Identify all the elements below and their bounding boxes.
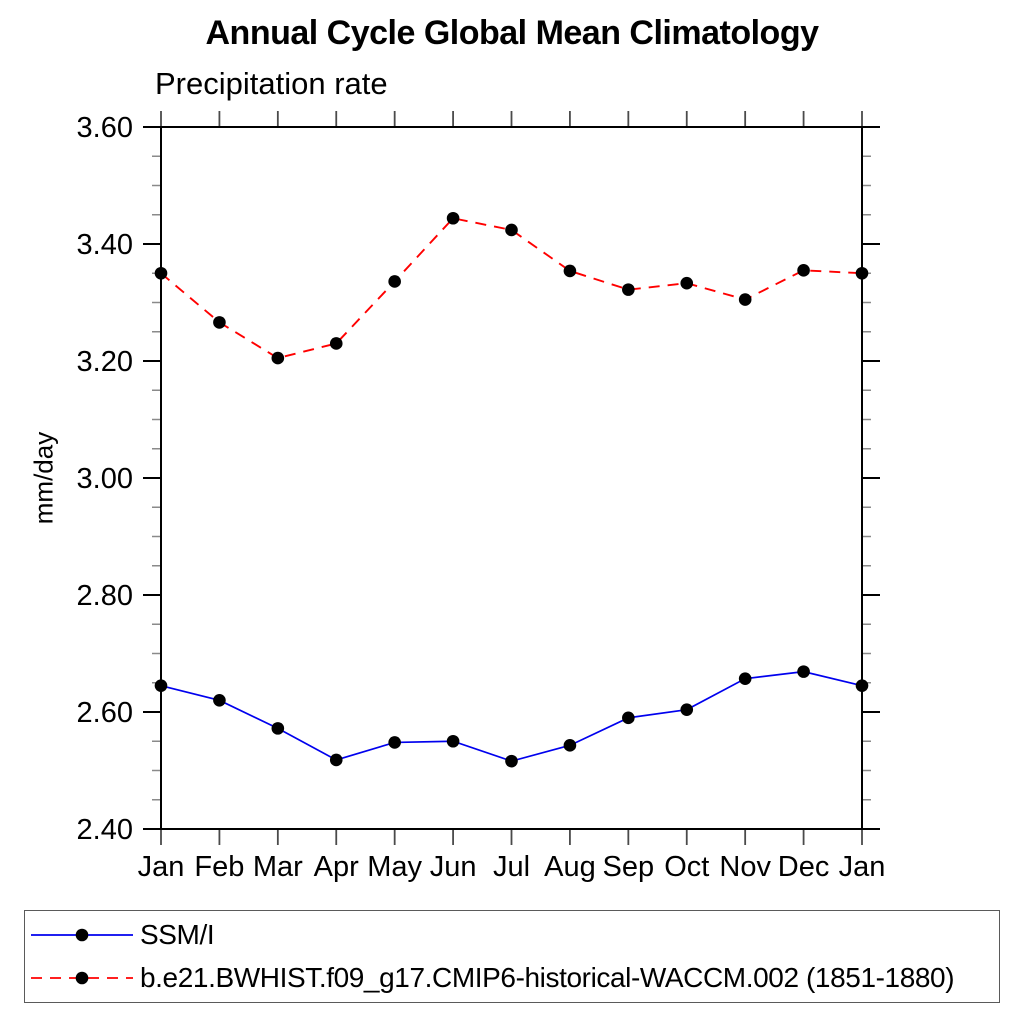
data-point	[797, 665, 810, 678]
month-label: Dec	[778, 851, 830, 883]
month-label: Apr	[314, 851, 359, 883]
data-point	[271, 351, 285, 365]
month-label: Aug	[544, 851, 596, 883]
data-point	[738, 293, 752, 306]
y-tick-label: 3.60	[77, 112, 133, 144]
legend: SSM/I b.e21.BWHIST.f09_g17.CMIP6-histori…	[24, 910, 1000, 1003]
legend-item-ssmi: SSM/I	[29, 915, 999, 955]
y-tick-label: 3.20	[77, 346, 133, 378]
plot-box	[160, 126, 863, 830]
chart-subtitle: Precipitation rate	[155, 66, 388, 101]
legend-sample-marker	[75, 928, 89, 941]
legend-label-ssmi: SSM/I	[140, 918, 215, 950]
legend-sample-marker	[75, 972, 89, 985]
month-label: Oct	[664, 851, 709, 883]
data-point	[388, 736, 401, 749]
data-point	[622, 283, 635, 296]
month-label: Nov	[719, 851, 771, 883]
y-axis-label: mm/day	[28, 431, 59, 525]
data-point	[855, 679, 869, 692]
data-point	[680, 276, 694, 290]
y-tick-label: 2.80	[77, 580, 133, 612]
data-point	[563, 264, 577, 278]
data-point	[563, 739, 577, 752]
data-point	[680, 703, 694, 716]
chart-title: Annual Cycle Global Mean Climatology	[205, 14, 820, 52]
month-label: Jun	[430, 851, 477, 883]
y-tick-label: 2.60	[77, 697, 133, 729]
month-label: Sep	[603, 851, 655, 883]
data-point	[855, 266, 869, 280]
y-tick-label: 3.00	[77, 463, 133, 495]
legend-item-model: b.e21.BWHIST.f09_g17.CMIP6-historical-WA…	[29, 958, 999, 998]
legend-label-model: b.e21.BWHIST.f09_g17.CMIP6-historical-WA…	[140, 962, 955, 994]
month-label: Mar	[253, 851, 303, 883]
month-label: Jan	[839, 851, 886, 883]
data-point	[213, 694, 226, 707]
data-point	[329, 753, 343, 767]
data-point	[329, 337, 343, 350]
series-line-1	[160, 217, 863, 360]
legend-line-sample-ssmi	[31, 928, 133, 941]
data-point	[388, 275, 401, 288]
data-point	[446, 734, 460, 748]
data-point	[213, 316, 226, 329]
data-point	[446, 211, 460, 225]
month-label: May	[367, 851, 422, 883]
data-point	[271, 722, 285, 735]
month-label: Feb	[194, 851, 244, 883]
y-tick-label: 3.40	[77, 229, 133, 261]
legend-line-sample-model	[31, 972, 133, 985]
y-tick-label: 2.40	[77, 814, 133, 846]
data-point	[738, 672, 752, 685]
data-point	[154, 679, 168, 692]
series-line-0	[160, 670, 863, 763]
data-point	[505, 223, 518, 237]
data-point	[154, 266, 168, 280]
data-point	[505, 754, 518, 768]
data-point	[797, 264, 810, 277]
data-point	[622, 711, 635, 725]
month-label: Jan	[138, 851, 185, 883]
month-label: Jul	[493, 851, 530, 883]
